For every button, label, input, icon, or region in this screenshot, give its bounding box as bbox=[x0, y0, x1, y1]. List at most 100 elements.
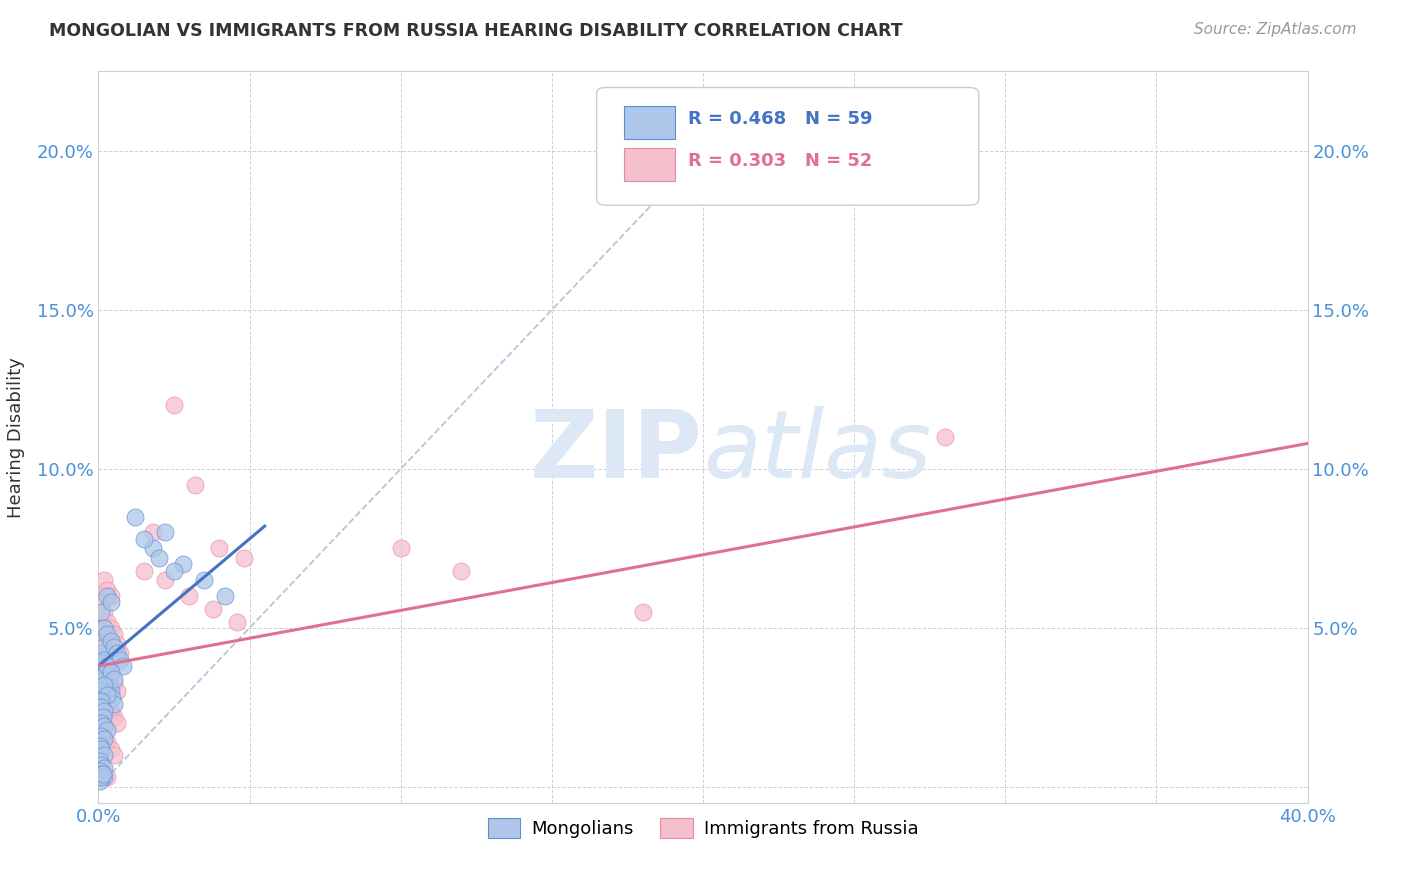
Point bbox=[90, 605, 112, 619]
Point bbox=[100, 633, 122, 648]
FancyBboxPatch shape bbox=[624, 148, 675, 181]
Point bbox=[93, 573, 115, 587]
Point bbox=[90, 729, 112, 743]
Point bbox=[93, 621, 115, 635]
Point bbox=[93, 732, 115, 747]
Point bbox=[103, 627, 125, 641]
Point bbox=[89, 627, 111, 641]
Point bbox=[90, 700, 112, 714]
Legend: Mongolians, Immigrants from Russia: Mongolians, Immigrants from Russia bbox=[481, 811, 925, 845]
Point bbox=[132, 532, 155, 546]
Point bbox=[105, 716, 128, 731]
Point bbox=[91, 633, 114, 648]
Point bbox=[90, 770, 112, 784]
Point bbox=[100, 684, 122, 698]
Point bbox=[101, 690, 124, 705]
Point bbox=[148, 550, 170, 565]
Point bbox=[93, 719, 115, 733]
Point bbox=[90, 678, 112, 692]
Point bbox=[89, 755, 111, 769]
Point bbox=[93, 668, 115, 682]
Point bbox=[93, 748, 115, 763]
Point bbox=[108, 646, 131, 660]
Point bbox=[93, 605, 115, 619]
Point bbox=[96, 770, 118, 784]
Point bbox=[93, 770, 115, 784]
Point bbox=[96, 672, 118, 686]
Point bbox=[90, 675, 112, 690]
Point bbox=[124, 509, 146, 524]
Point bbox=[98, 659, 121, 673]
Point bbox=[208, 541, 231, 556]
Point bbox=[103, 675, 125, 690]
Point bbox=[172, 558, 194, 572]
Point bbox=[226, 615, 249, 629]
Point bbox=[153, 573, 176, 587]
Y-axis label: Hearing Disability: Hearing Disability bbox=[7, 357, 25, 517]
Point bbox=[93, 729, 115, 743]
Point bbox=[90, 646, 112, 660]
Point bbox=[89, 739, 111, 753]
Point bbox=[93, 668, 115, 682]
Point bbox=[96, 659, 118, 673]
Point bbox=[90, 741, 112, 756]
Point bbox=[100, 741, 122, 756]
Point bbox=[90, 690, 112, 705]
Point bbox=[105, 646, 128, 660]
Point bbox=[93, 767, 115, 781]
Point bbox=[214, 589, 236, 603]
Point bbox=[93, 761, 115, 775]
Point bbox=[103, 672, 125, 686]
Point bbox=[91, 640, 114, 654]
Point bbox=[153, 525, 176, 540]
Point bbox=[89, 764, 111, 778]
Point bbox=[96, 615, 118, 629]
Point bbox=[90, 716, 112, 731]
FancyBboxPatch shape bbox=[596, 87, 979, 205]
Point bbox=[105, 684, 128, 698]
Point bbox=[934, 430, 956, 444]
Point bbox=[96, 659, 118, 673]
Point bbox=[96, 688, 118, 702]
Point bbox=[631, 605, 654, 619]
Point bbox=[202, 602, 225, 616]
Point bbox=[93, 678, 115, 692]
Point bbox=[389, 541, 412, 556]
Point bbox=[90, 694, 112, 708]
Text: atlas: atlas bbox=[703, 406, 931, 497]
Point bbox=[111, 659, 134, 673]
Point bbox=[90, 757, 112, 772]
Point bbox=[96, 723, 118, 737]
Point bbox=[96, 735, 118, 749]
Point bbox=[100, 589, 122, 603]
Point bbox=[91, 710, 114, 724]
Point bbox=[96, 627, 118, 641]
Point bbox=[103, 710, 125, 724]
Point bbox=[100, 665, 122, 680]
Point bbox=[100, 704, 122, 718]
FancyBboxPatch shape bbox=[624, 106, 675, 139]
Point bbox=[90, 723, 112, 737]
Point bbox=[90, 595, 112, 609]
Point bbox=[100, 621, 122, 635]
Point bbox=[93, 684, 115, 698]
Point bbox=[163, 564, 186, 578]
Point bbox=[105, 637, 128, 651]
Point bbox=[93, 653, 115, 667]
Point bbox=[98, 678, 121, 692]
Point bbox=[179, 589, 201, 603]
Point bbox=[132, 564, 155, 578]
Text: R = 0.303   N = 52: R = 0.303 N = 52 bbox=[689, 152, 873, 169]
Point bbox=[100, 665, 122, 680]
Text: ZIP: ZIP bbox=[530, 406, 703, 498]
Point bbox=[163, 398, 186, 412]
Point bbox=[100, 595, 122, 609]
Point bbox=[89, 773, 111, 788]
Text: MONGOLIAN VS IMMIGRANTS FROM RUSSIA HEARING DISABILITY CORRELATION CHART: MONGOLIAN VS IMMIGRANTS FROM RUSSIA HEAR… bbox=[49, 22, 903, 40]
Text: R = 0.468   N = 59: R = 0.468 N = 59 bbox=[689, 110, 873, 128]
Point bbox=[103, 748, 125, 763]
Point bbox=[96, 589, 118, 603]
Point bbox=[90, 767, 112, 781]
Point bbox=[450, 564, 472, 578]
Point bbox=[108, 653, 131, 667]
